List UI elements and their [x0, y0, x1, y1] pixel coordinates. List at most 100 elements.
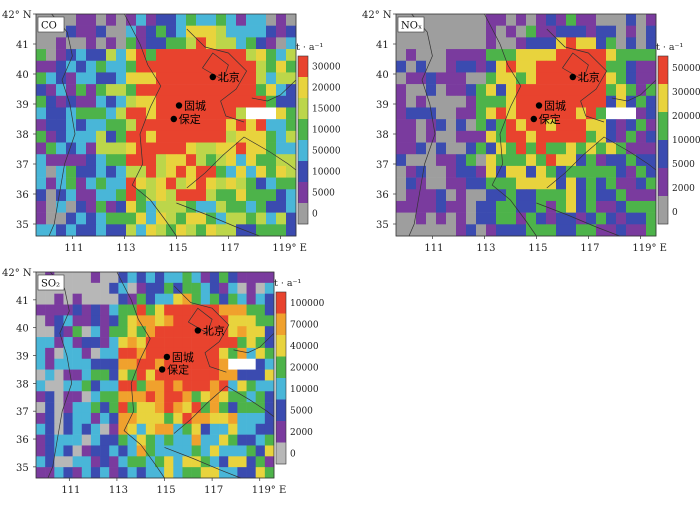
grid-cell	[486, 14, 497, 26]
colorbar-segment	[276, 399, 286, 422]
grid-cell	[416, 49, 427, 62]
grid-cell	[606, 84, 617, 97]
grid-cell	[536, 49, 547, 62]
grid-cell	[164, 315, 174, 327]
grid-cell	[256, 142, 267, 155]
grid-cell	[155, 304, 165, 316]
grid-cell	[145, 467, 156, 479]
grid-cell	[506, 25, 517, 38]
grid-cell	[96, 154, 107, 167]
grid-cell	[616, 189, 627, 202]
grid-cell	[209, 467, 220, 479]
grid-cell	[496, 154, 507, 167]
grid-cell	[86, 165, 97, 178]
grid-cell	[166, 200, 177, 213]
grid-cell	[246, 177, 257, 190]
grid-cell	[476, 165, 487, 178]
grid-cell	[636, 60, 647, 73]
grid-cell	[616, 130, 627, 143]
grid-cell	[118, 402, 128, 414]
grid-cell	[136, 423, 147, 435]
grid-cell	[446, 95, 457, 108]
grid-cell	[266, 177, 277, 190]
grid-cell	[526, 200, 537, 213]
grid-cell	[496, 95, 507, 108]
grid-cell	[200, 304, 211, 316]
grid-cell	[100, 358, 110, 370]
grid-cell	[66, 119, 77, 132]
grid-cell	[456, 14, 467, 26]
co-grid-cells	[36, 14, 297, 237]
grid-cell	[136, 224, 147, 237]
grid-cell	[406, 95, 417, 108]
grid-cell	[219, 445, 229, 457]
grid-cell	[219, 358, 229, 370]
grid-cell	[90, 347, 101, 360]
grid-cell	[236, 14, 247, 26]
grid-cell	[118, 315, 128, 327]
grid-cell	[266, 212, 277, 225]
grid-cell	[164, 402, 174, 414]
grid-cell	[237, 337, 247, 349]
grid-cell	[176, 142, 187, 155]
grid-cell	[90, 434, 101, 446]
grid-cell	[66, 189, 77, 202]
grid-cell	[636, 212, 647, 225]
colorbar-tick-label: 100000	[312, 126, 340, 136]
grid-cell	[606, 60, 617, 73]
y-tick-label: 37	[16, 160, 29, 171]
grid-cell	[646, 224, 657, 237]
grid-cell	[54, 326, 64, 338]
grid-cell	[191, 434, 202, 446]
grid-cell	[456, 72, 467, 85]
grid-cell	[546, 95, 557, 108]
grid-cell	[516, 25, 527, 38]
grid-cell	[176, 107, 187, 120]
grid-cell	[176, 130, 187, 143]
grid-cell	[516, 107, 527, 120]
grid-cell	[173, 304, 183, 316]
grid-cell	[516, 177, 527, 190]
grid-cell	[76, 177, 87, 190]
grid-cell	[286, 224, 297, 237]
colorbar-tick-label: 0	[290, 449, 296, 459]
province-boundary-line	[48, 13, 76, 237]
grid-cell	[45, 380, 55, 392]
grid-cell	[226, 154, 237, 167]
x-tick-label: 113	[476, 243, 495, 254]
grid-cell	[276, 154, 287, 167]
grid-cell	[228, 272, 238, 284]
grid-cell	[566, 119, 577, 132]
grid-cell	[156, 72, 167, 85]
grid-cell	[496, 49, 507, 62]
y-tick-label: 41	[16, 40, 29, 51]
grid-cell	[237, 467, 247, 479]
grid-cell	[596, 84, 607, 97]
grid-cell	[626, 200, 637, 213]
grid-cell	[136, 84, 147, 97]
grid-cell	[276, 49, 287, 62]
grid-cell	[396, 72, 407, 85]
grid-cell	[76, 212, 87, 225]
grid-cell	[286, 200, 297, 213]
grid-cell	[209, 272, 220, 284]
grid-cell	[466, 84, 477, 97]
grid-cell	[109, 315, 119, 327]
x-tick-label: 119° E	[252, 485, 287, 496]
province-boundary-line	[188, 307, 213, 334]
grid-cell	[255, 326, 266, 338]
grid-cell	[46, 177, 57, 190]
grid-cell	[606, 212, 617, 225]
grid-cell	[636, 224, 647, 237]
grid-cell	[466, 200, 477, 213]
grid-cell	[436, 107, 447, 120]
grid-cell	[86, 212, 97, 225]
grid-cell	[176, 14, 187, 26]
grid-cell	[256, 130, 267, 143]
grid-cell	[106, 200, 117, 213]
grid-cell	[156, 200, 167, 213]
grid-cell	[516, 84, 527, 97]
grid-cell	[255, 412, 266, 425]
grid-cell	[219, 412, 229, 425]
